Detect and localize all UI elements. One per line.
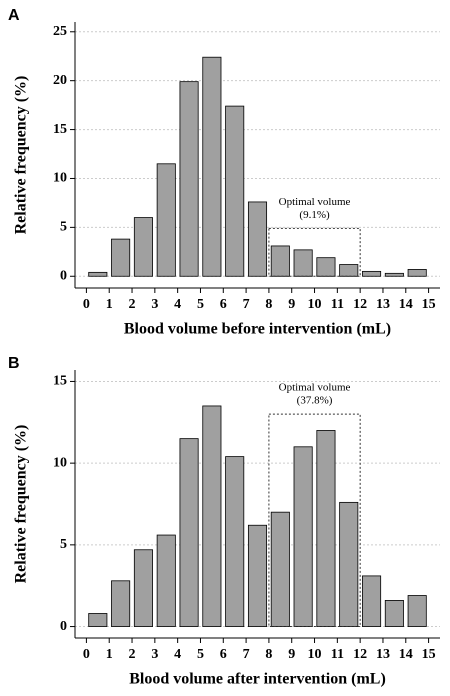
x-tick-label: 2	[129, 297, 136, 312]
x-tick-label: 15	[422, 297, 436, 312]
y-tick-label: 0	[60, 268, 67, 283]
panel-label: B	[8, 355, 20, 372]
bar	[362, 270, 382, 277]
x-tick-label: 10	[308, 297, 322, 312]
x-axis-label: Blood volume before intervention (mL)	[124, 321, 391, 338]
bar	[111, 238, 131, 277]
x-tick-label: 2	[129, 647, 136, 662]
highlight-box	[268, 413, 361, 628]
x-tick-label: 11	[331, 647, 344, 662]
x-tick-label: 8	[265, 647, 272, 662]
x-tick-label: 12	[353, 647, 367, 662]
bar	[88, 613, 108, 627]
x-tick-label: 9	[288, 297, 295, 312]
bar	[156, 163, 176, 277]
bar	[133, 217, 153, 277]
y-tick-label: 0	[60, 619, 67, 634]
bar	[384, 272, 404, 277]
x-tick-label: 4	[174, 647, 181, 662]
x-tick-label: 6	[220, 297, 227, 312]
x-tick-label: 5	[197, 297, 204, 312]
bar	[270, 511, 290, 627]
x-tick-label: 7	[243, 297, 250, 312]
x-tick-label: 0	[83, 297, 90, 312]
x-tick-label: 13	[376, 297, 390, 312]
x-axis-label: Blood volume after intervention (mL)	[129, 671, 386, 688]
x-tick-label: 14	[399, 297, 413, 312]
annotation: Optimal volume	[279, 196, 351, 208]
x-tick-label: 12	[353, 297, 367, 312]
bar	[133, 549, 153, 627]
bar	[293, 249, 313, 277]
x-tick-label: 11	[331, 297, 344, 312]
y-tick-label: 5	[60, 220, 67, 235]
bar	[384, 600, 404, 627]
bar	[88, 271, 108, 277]
x-tick-label: 3	[151, 297, 158, 312]
bar	[407, 269, 427, 277]
bar	[362, 575, 382, 627]
bar	[247, 201, 268, 277]
annotation: (37.8%)	[297, 395, 333, 407]
x-tick-label: 3	[151, 647, 158, 662]
x-tick-label: 8	[265, 297, 272, 312]
x-tick-label: 5	[197, 647, 204, 662]
x-tick-label: 6	[220, 647, 227, 662]
bar	[225, 456, 245, 627]
bar	[407, 595, 427, 627]
y-tick-label: 10	[53, 171, 67, 186]
y-axis-label: Relative frequency (%)	[13, 425, 30, 584]
panel-label: A	[8, 7, 20, 24]
bar	[179, 81, 199, 277]
bar	[339, 501, 359, 627]
x-tick-label: 10	[308, 647, 322, 662]
bar	[316, 430, 336, 627]
y-tick-label: 15	[53, 374, 67, 389]
bar	[156, 534, 176, 627]
y-tick-label: 25	[53, 24, 67, 39]
x-tick-label: 4	[174, 297, 181, 312]
x-tick-label: 13	[376, 647, 390, 662]
x-tick-label: 7	[243, 647, 250, 662]
y-tick-label: 20	[53, 73, 67, 88]
bar	[202, 56, 222, 277]
bar	[247, 524, 268, 627]
y-tick-label: 5	[60, 537, 67, 552]
x-tick-label: 0	[83, 647, 90, 662]
bar	[202, 405, 222, 627]
y-axis-label: Relative frequency (%)	[13, 76, 30, 235]
annotation: (9.1%)	[299, 209, 330, 221]
x-tick-label: 14	[399, 647, 413, 662]
bar	[293, 446, 313, 627]
bar	[270, 245, 290, 277]
bar	[339, 264, 359, 277]
annotation: Optimal volume	[279, 382, 351, 394]
x-tick-label: 1	[106, 647, 113, 662]
bar	[111, 580, 131, 627]
highlight-box	[268, 227, 361, 277]
bar	[316, 257, 336, 277]
x-tick-label: 1	[106, 297, 113, 312]
bar	[179, 438, 199, 627]
x-tick-label: 9	[288, 647, 295, 662]
y-tick-label: 10	[53, 455, 67, 470]
y-tick-label: 15	[53, 122, 67, 137]
bar	[225, 105, 245, 277]
x-tick-label: 15	[422, 647, 436, 662]
